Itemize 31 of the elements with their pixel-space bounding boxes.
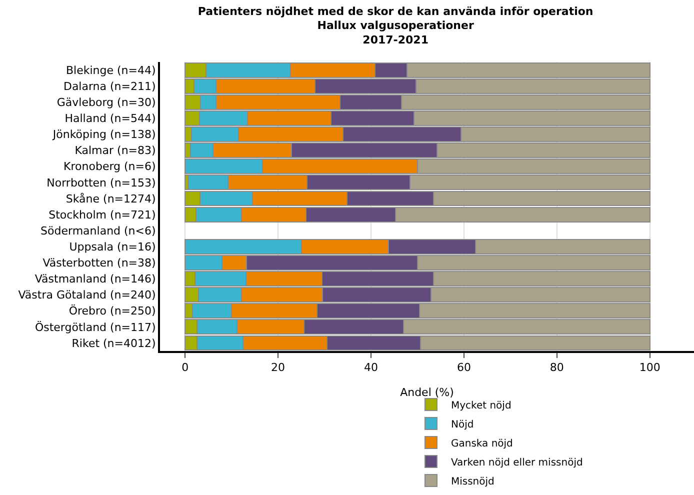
y-tick-label: Södermanland (n<6) <box>40 224 156 238</box>
y-tick-label: Halland (n=544) <box>64 112 156 126</box>
x-tick-label: 100 <box>639 361 660 374</box>
chart-title: Patienters nöjdhet med de skor de kan använda inför operation Hallux valgusoperationer 2017-2021 <box>198 4 594 46</box>
x-tick-label: 60 <box>456 361 471 374</box>
y-tick-label: Riket (n=4012) <box>72 336 156 350</box>
y-tick-label: Östergötland (n=117) <box>34 320 156 334</box>
x-tick-label: 0 <box>182 361 189 374</box>
y-tick-label: Dalarna (n=211) <box>63 80 156 93</box>
y-tick-label: Västmanland (n=146) <box>34 272 156 286</box>
x-tick-label: 80 <box>550 361 564 374</box>
legend-label: Varken nöjd eller missnöjd <box>450 457 583 468</box>
y-tick-label: Norrbotten (n=153) <box>46 176 156 190</box>
y-tick-label: Stockholm (n=721) <box>48 208 156 222</box>
y-tick-label: Gävleborg (n=30) <box>56 96 156 109</box>
x-tick-label: 40 <box>364 361 378 374</box>
x-axis-title: Andel (%) <box>400 386 454 399</box>
legend-label: Nöjd <box>450 419 474 430</box>
y-tick-label: Uppsala (n=16) <box>69 240 156 254</box>
y-tick-label: Västra Götaland (n=240) <box>18 288 156 302</box>
y-tick-label: Blekinge (n=44) <box>66 64 156 77</box>
y-tick-label: Kronoberg (n=6) <box>64 160 156 174</box>
y-tick-label: Kalmar (n=83) <box>74 144 156 158</box>
y-tick-label: Örebro (n=250) <box>68 304 156 318</box>
y-tick-label: Jönköping (n=138) <box>52 128 156 142</box>
y-tick-label: Västerbotten (n=38) <box>42 256 156 270</box>
legend-label: Ganska nöjd <box>450 438 513 450</box>
y-tick-label: Skåne (n=1274) <box>66 192 156 206</box>
legend-label: Mycket nöjd <box>450 400 512 412</box>
legend-label: Missnöjd <box>450 476 494 488</box>
x-tick-label: 20 <box>271 361 286 374</box>
